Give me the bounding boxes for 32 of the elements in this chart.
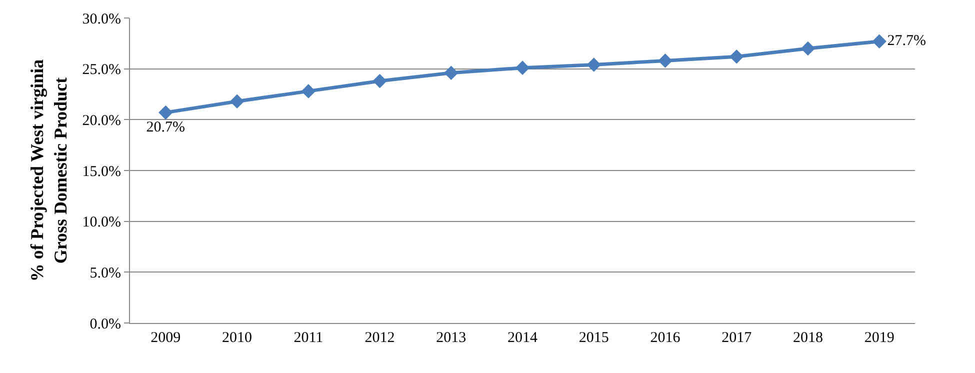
point — [515, 60, 530, 75]
x-tick-label: 2009 — [150, 330, 181, 346]
y-tick-label: 10.0% — [82, 214, 121, 231]
point — [444, 66, 458, 80]
y-tick-label: 20.0% — [82, 112, 121, 129]
x-tick-label: 2012 — [364, 330, 395, 346]
y-tick-label: 30.0% — [82, 11, 121, 28]
x-tick-label: 2013 — [436, 330, 466, 346]
point — [729, 49, 744, 64]
x-tick-label: 2014 — [508, 330, 538, 346]
point — [800, 41, 816, 56]
y-tick-label: 25.0% — [82, 62, 121, 78]
data-label: 20.7% — [146, 120, 186, 136]
y-axis-title: % of Projected West virginia Gross Domestic Product — [27, 59, 70, 282]
point — [658, 54, 672, 68]
data-label: 27.7% — [887, 33, 926, 50]
point — [372, 74, 387, 88]
x-tick-label: 2018 — [792, 330, 823, 346]
x-tick-label: 2011 — [294, 330, 324, 346]
point — [872, 34, 886, 49]
x-tick-label: 2010 — [222, 330, 252, 346]
y-tick-label: 5.0% — [90, 265, 121, 282]
point — [230, 94, 244, 109]
y-tick-label: 0.0% — [90, 316, 121, 332]
x-tick-label: 2015 — [578, 330, 609, 346]
x-tick-label: 2019 — [864, 330, 894, 346]
y-tick-label: 15.0% — [82, 164, 121, 180]
x-tick-label: 2016 — [650, 330, 681, 346]
point — [158, 105, 173, 120]
point — [301, 84, 316, 98]
x-tick-label: 2017 — [722, 330, 752, 346]
point — [586, 58, 602, 72]
